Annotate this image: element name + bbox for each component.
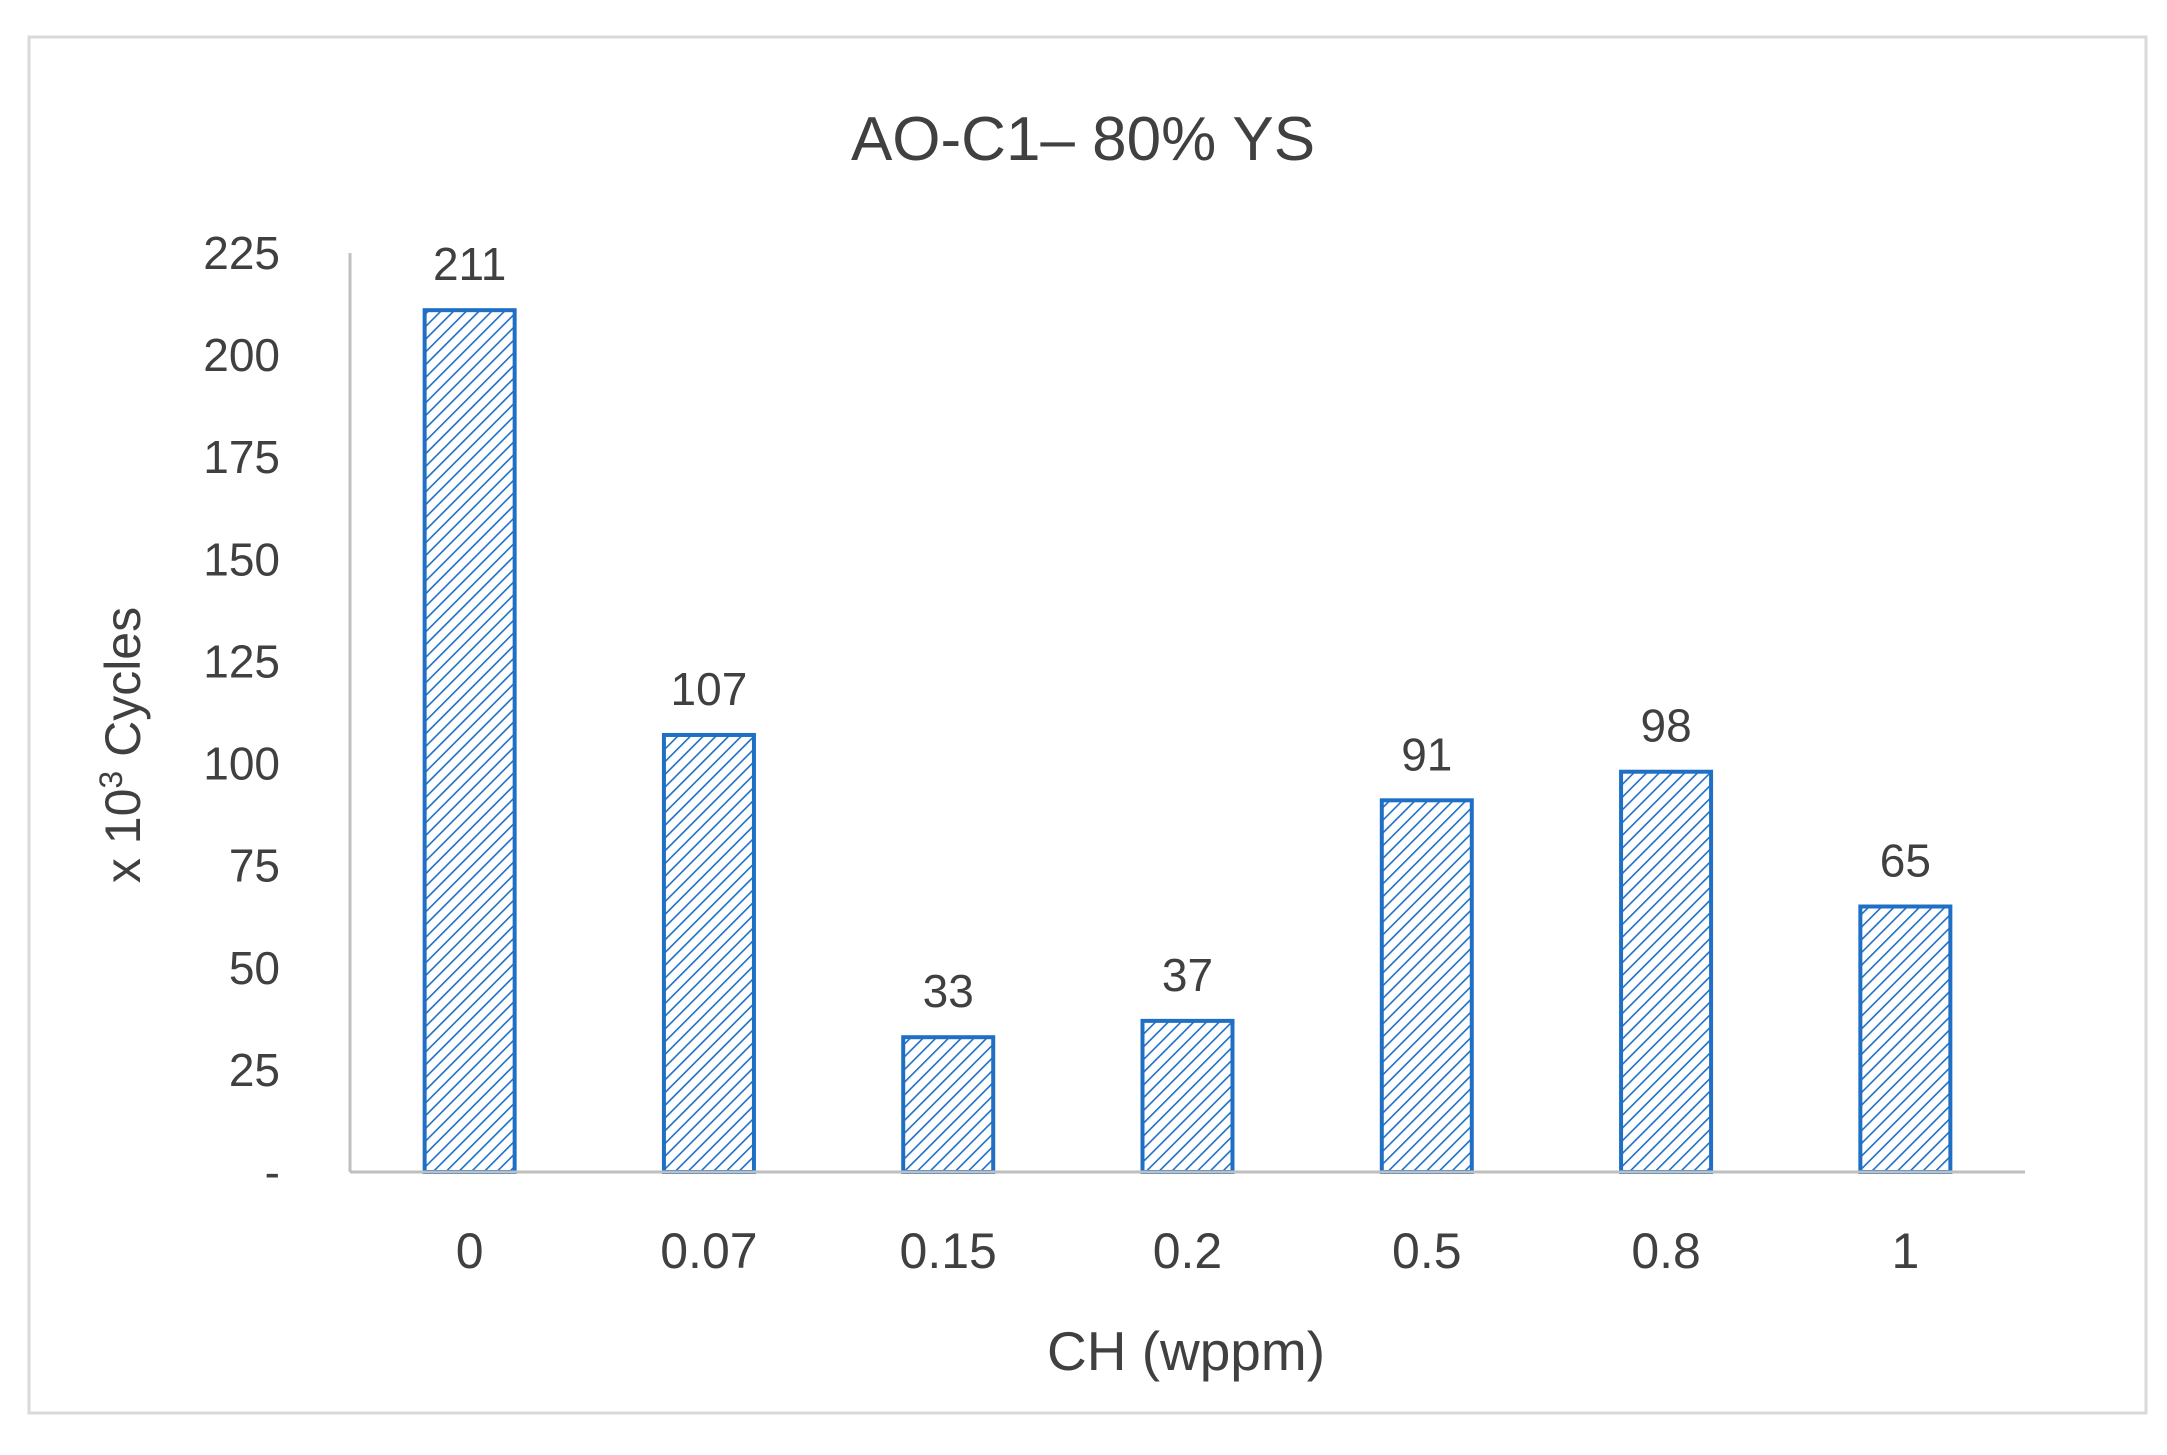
y-tick-label: 125 [203, 635, 280, 687]
bar [1379, 798, 1474, 1174]
bar-value-label: 33 [923, 965, 974, 1017]
bar [661, 732, 756, 1174]
y-tick-label: 50 [229, 942, 280, 994]
x-axis-ticks: 0 0.07 0.15 0.2 0.5 0.8 1 [456, 1223, 1920, 1279]
bar-value-label: 107 [671, 663, 748, 715]
x-axis-label: CH (wppm) [1047, 1320, 1325, 1382]
y-axis-label-prefix: x 10 [95, 789, 151, 884]
x-tick-label: 0.07 [660, 1223, 757, 1279]
x-tick-label: 0 [456, 1223, 484, 1279]
x-tick-label: 0.8 [1631, 1223, 1701, 1279]
bar-value-label: 65 [1880, 835, 1931, 887]
data-labels: 211 107 33 37 91 98 65 [433, 238, 1931, 1017]
x-tick-label: 0.15 [900, 1223, 997, 1279]
y-tick-label: 200 [203, 329, 280, 381]
y-tick-label: 25 [229, 1044, 280, 1096]
y-tick-label: 75 [229, 840, 280, 892]
y-tick-label: 225 [203, 227, 280, 279]
bars [422, 308, 1953, 1175]
y-axis-ticks: - 25 50 75 100 125 150 175 200 225 [203, 227, 280, 1198]
y-tick-label: 150 [203, 533, 280, 585]
bar-value-label: 98 [1640, 700, 1691, 752]
x-tick-label: 1 [1891, 1223, 1919, 1279]
bar [1858, 904, 1953, 1174]
y-axis-label-suffix: Cycles [95, 607, 151, 771]
y-tick-label: - [265, 1146, 280, 1198]
bar [901, 1035, 996, 1175]
bar [1140, 1018, 1235, 1174]
x-tick-label: 0.2 [1153, 1223, 1223, 1279]
y-tick-label: 175 [203, 431, 280, 483]
bar [422, 308, 517, 1174]
chart-title: AO-C1– 80% YS [851, 105, 1315, 174]
y-axis-label: x 103 Cycles [93, 607, 151, 883]
bar-value-label: 91 [1401, 728, 1452, 780]
bar-value-label: 37 [1162, 949, 1213, 1001]
chart-border [27, 35, 2148, 1415]
bar [1619, 769, 1714, 1174]
x-tick-label: 0.5 [1392, 1223, 1462, 1279]
y-tick-label: 100 [203, 738, 280, 790]
y-axis-label-superscript: 3 [93, 771, 129, 789]
bar-value-label: 211 [433, 238, 506, 290]
